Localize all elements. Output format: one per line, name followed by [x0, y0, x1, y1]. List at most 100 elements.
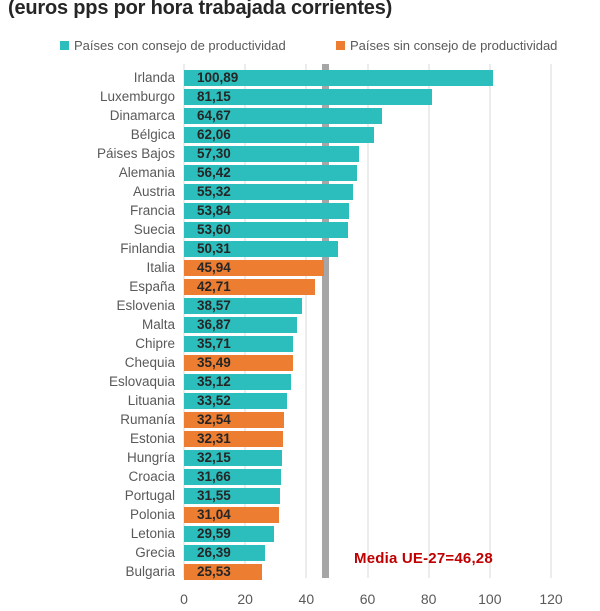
bar: 26,39: [184, 545, 265, 561]
bar-area: 29,59: [184, 524, 551, 543]
bar-row: Croacia 31,66: [0, 467, 551, 486]
bar-area: 31,55: [184, 486, 551, 505]
x-axis-tick: 40: [298, 591, 315, 607]
bar-area: 55,32: [184, 182, 551, 201]
bar-row: Alemania 56,42: [0, 163, 551, 182]
legend-swatch-without-council-icon: [336, 41, 345, 50]
bar: 25,53: [184, 564, 263, 580]
bar-row: España 42,71: [0, 277, 551, 296]
bar: 100,89: [184, 70, 493, 86]
gridline: [550, 64, 552, 578]
x-axis-tick: 80: [420, 591, 437, 607]
bar: 53,60: [184, 222, 348, 238]
legend-label-without-council: Países sin consejo de productividad: [350, 38, 558, 53]
value-label: 42,71: [197, 279, 231, 295]
bar: 29,59: [184, 526, 275, 542]
x-axis: 0 20 40 60 80 100 120: [180, 591, 563, 611]
country-label: Letonia: [130, 526, 175, 542]
value-label: 26,39: [197, 545, 231, 561]
bar-area: 32,31: [184, 429, 551, 448]
country-label: Finlandia: [120, 241, 175, 257]
bar-row: Rumanía 32,54: [0, 410, 551, 429]
bar-area: 31,04: [184, 505, 551, 524]
country-label: Eslovenia: [116, 298, 175, 314]
bar: 31,66: [184, 469, 281, 485]
bar: 55,32: [184, 184, 354, 200]
country-label: Bulgaria: [125, 564, 175, 580]
bar: 45,94: [184, 260, 325, 276]
bar: 81,15: [184, 89, 433, 105]
value-label: 53,84: [197, 203, 231, 219]
country-label: Irlanda: [133, 70, 175, 86]
eu-average-annotation: Media UE-27=46,28: [354, 550, 493, 567]
bar-row: Bulgaria 25,53: [0, 562, 551, 581]
eu-average-reference-line: [322, 64, 330, 578]
country-label: España: [129, 279, 175, 295]
bar: 31,04: [184, 507, 279, 523]
country-label: Luxemburgo: [99, 89, 175, 105]
bar-row: Letonia 29,59: [0, 524, 551, 543]
bar: 50,31: [184, 241, 338, 257]
value-label: 62,06: [197, 127, 231, 143]
bar-row: Bélgica 62,06: [0, 125, 551, 144]
bar: 35,12: [184, 374, 292, 390]
bar-row: Austria 55,32: [0, 182, 551, 201]
bar-area: 35,49: [184, 353, 551, 372]
value-label: 81,15: [197, 89, 231, 105]
bar-area: 53,84: [184, 201, 551, 220]
legend-swatch-with-council-icon: [60, 41, 69, 50]
bar-area: 42,71: [184, 277, 551, 296]
value-label: 64,67: [197, 108, 231, 124]
country-label: Lituania: [127, 393, 175, 409]
bar-row: Eslovaquia 35,12: [0, 372, 551, 391]
value-label: 50,31: [197, 241, 231, 257]
bar-row: Lituania 33,52: [0, 391, 551, 410]
country-label: Eslovaquia: [108, 374, 175, 390]
value-label: 32,15: [197, 450, 231, 466]
country-label: Chequia: [124, 355, 175, 371]
bar-row: Páises Bajos 57,30: [0, 144, 551, 163]
bar-row: Malta 36,87: [0, 315, 551, 334]
country-label: Páises Bajos: [96, 146, 175, 162]
gridline: [428, 64, 430, 578]
value-label: 35,12: [197, 374, 231, 390]
bar-area: 38,57: [184, 296, 551, 315]
bar-area: 35,71: [184, 334, 551, 353]
value-label: 31,55: [197, 488, 231, 504]
value-label: 25,53: [197, 564, 231, 580]
x-axis-tick: 60: [359, 591, 376, 607]
bar-area: 53,60: [184, 220, 551, 239]
x-axis-tick: 20: [237, 591, 253, 607]
bar: 53,84: [184, 203, 349, 219]
bar: 38,57: [184, 298, 302, 314]
value-label: 53,60: [197, 222, 231, 238]
bar-area: 33,52: [184, 391, 551, 410]
bar-row: Eslovenia 38,57: [0, 296, 551, 315]
value-label: 57,30: [197, 146, 231, 162]
bar-area: 45,94: [184, 258, 551, 277]
gridline: [489, 64, 491, 578]
x-axis-tick: 0: [180, 591, 188, 607]
bar-rows: Irlanda 100,89 Luxemburgo 81,15 Dinamarc…: [0, 68, 551, 581]
legend-item-without-council: Países sin consejo de productividad: [336, 38, 557, 53]
bar-area: 25,53: [184, 562, 551, 581]
bar: 57,30: [184, 146, 360, 162]
bar: 32,54: [184, 412, 284, 428]
x-axis-tick: 120: [539, 591, 563, 607]
bar-row: Grecia 26,39: [0, 543, 551, 562]
value-label: 45,94: [197, 260, 231, 276]
bar-area: 100,89: [184, 68, 551, 87]
country-label: Francia: [129, 203, 175, 219]
country-label: Estonia: [129, 431, 175, 447]
bar-area: 35,12: [184, 372, 551, 391]
country-label: Italia: [146, 260, 175, 276]
value-label: 56,42: [197, 165, 231, 181]
bar: 32,15: [184, 450, 283, 466]
bar: 42,71: [184, 279, 315, 295]
bar-area: 64,67: [184, 106, 551, 125]
value-label: 36,87: [197, 317, 231, 333]
country-label: Malta: [141, 317, 175, 333]
bar-row: Dinamarca 64,67: [0, 106, 551, 125]
bar-area: 32,54: [184, 410, 551, 429]
